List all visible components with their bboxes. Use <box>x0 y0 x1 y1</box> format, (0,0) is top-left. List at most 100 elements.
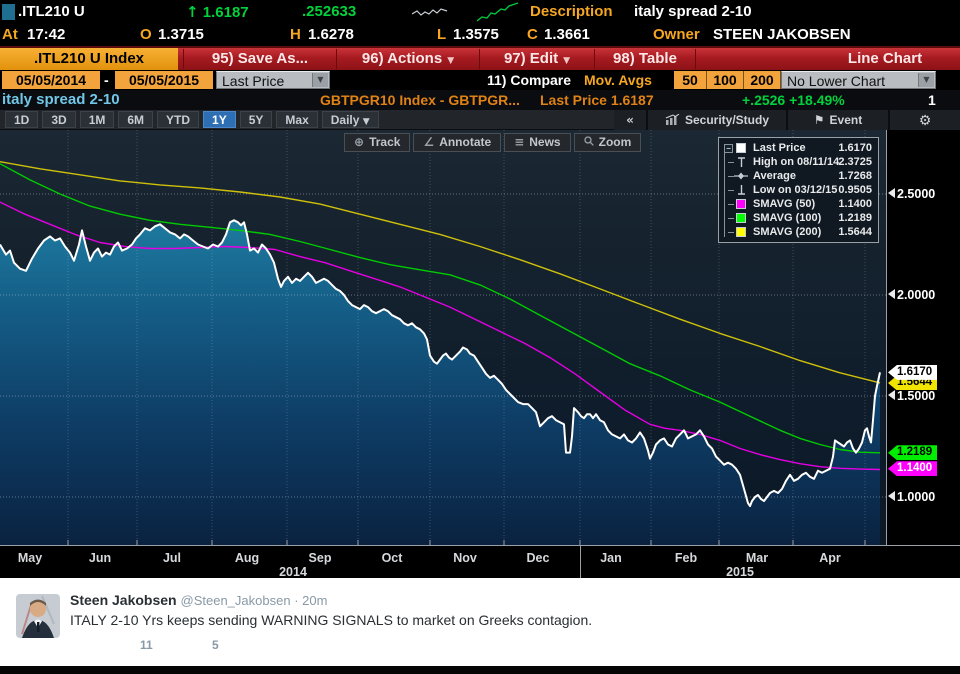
ma-100-button[interactable]: 100 <box>707 71 744 89</box>
collapse-button[interactable]: « <box>614 110 646 130</box>
track-icon: ⊕ <box>354 135 365 149</box>
legend-swatch <box>736 199 746 209</box>
axis-tick-arrow-icon <box>888 188 895 198</box>
y-axis-tick-label: 1.0000 <box>888 489 935 505</box>
dropdown-arrow-icon[interactable]: ▼ <box>918 73 934 87</box>
legend-row-last-price: − Last Price 1.6170 <box>723 141 874 155</box>
edit-menu-item[interactable]: 97) Edit ▼ <box>503 50 571 67</box>
tweet-timestamp: 20m <box>302 593 328 608</box>
close-label: C <box>527 26 538 43</box>
close-value: 1.3661 <box>544 26 590 43</box>
open-label: O <box>140 26 152 43</box>
security-study-button[interactable]: Security/Study <box>648 110 786 130</box>
date-to-field[interactable]: 05/05/2015 <box>115 71 213 89</box>
x-axis-month-label: Nov <box>453 551 477 565</box>
price-field-select[interactable]: Last Price ▼ <box>216 71 330 89</box>
x-axis-month-label: Jun <box>88 551 112 565</box>
range-tab-6m[interactable]: 6M <box>118 111 154 128</box>
high-value: 1.6278 <box>308 26 354 43</box>
chart-area: ⊕ Track ∠ Annotate ≡ News Zoom 2.5000 2.0000 1.5… <box>0 130 960 545</box>
zoom-button[interactable]: Zoom <box>573 133 642 152</box>
low-value: 1.3575 <box>453 26 499 43</box>
collapse-tree-icon[interactable]: − <box>724 144 733 153</box>
page-number: 1 <box>928 92 936 108</box>
x-axis-year-label: 2014 <box>279 565 307 579</box>
price-axis: 2.5000 2.0000 1.5000 1.0000 1.6170 1.5644 1.21… <box>886 130 960 545</box>
up-arrow-icon: ↑ <box>186 3 199 21</box>
actions-menu-item[interactable]: 96) Actions ▼ <box>361 50 455 67</box>
legend-swatch <box>736 227 746 237</box>
track-button[interactable]: ⊕ Track <box>344 133 411 152</box>
range-tab-1d[interactable]: 1D <box>5 111 39 128</box>
year-divider-line <box>580 546 581 578</box>
date-from-field[interactable]: 05/05/2014 <box>2 71 100 89</box>
flag-icon: ⚑ <box>813 113 825 127</box>
description-value: italy spread 2-10 <box>634 3 752 20</box>
tweet-handle[interactable]: @Steen_Jakobsen · 20m <box>180 593 328 608</box>
owner-label: Owner <box>653 26 700 43</box>
ma-50-button[interactable]: 50 <box>674 71 707 89</box>
net-change-value: .252633 <box>302 3 357 20</box>
x-axis-month-label: Jul <box>162 551 182 565</box>
table-menu-item[interactable]: 98) Table <box>613 50 677 67</box>
range-tab-5y[interactable]: 5Y <box>239 111 273 128</box>
range-tab-1y[interactable]: 1Y <box>203 111 236 128</box>
settings-button[interactable]: ⚙ <box>890 110 960 130</box>
avatar[interactable] <box>16 594 60 638</box>
bottom-bar <box>0 666 960 674</box>
high-marker-icon <box>738 157 745 167</box>
period-select[interactable]: Daily ▼ <box>321 111 379 128</box>
date-separator: - <box>104 72 109 88</box>
caret-down-icon: ▼ <box>362 117 370 127</box>
high-label: H <box>290 26 301 43</box>
dropdown-arrow-icon[interactable]: ▼ <box>312 73 328 87</box>
lower-chart-select[interactable]: No Lower Chart ▼ <box>781 71 936 89</box>
owner-value: STEEN JAKOBSEN <box>713 26 851 43</box>
ma-200-button[interactable]: 200 <box>744 71 781 89</box>
x-axis-month-label: Sep <box>308 551 332 565</box>
price-badge-1.2189: 1.2189 <box>888 445 938 461</box>
axis-tick-arrow-icon <box>888 491 895 501</box>
low-label: L <box>437 26 447 43</box>
y-axis-tick-label: 1.5000 <box>888 388 935 404</box>
annotate-button[interactable]: ∠ Annotate <box>413 133 502 152</box>
menu-bar: .ITL210 U Index 95) Save As... 96) Actio… <box>0 46 960 70</box>
save-as-menu-item[interactable]: 95) Save As... <box>211 50 309 67</box>
chart-legend[interactable]: − Last Price 1.6170 High on 08/11/14 2.3725 A… <box>718 137 879 243</box>
legend-row-high-on-08-11-14: High on 08/11/14 2.3725 <box>723 155 874 169</box>
legend-row-smavg-200-: SMAVG (200) 1.5644 <box>723 225 874 239</box>
range-tab-max[interactable]: Max <box>276 111 318 128</box>
security-tab[interactable]: .ITL210 U Index <box>0 48 178 70</box>
x-axis-month-label: Feb <box>674 551 698 565</box>
header-row-1: .ITL210 U ↑ 1.6187 .252633 Description i… <box>0 0 960 24</box>
legend-swatch <box>736 143 746 153</box>
chart-title: italy spread 2-10 <box>2 91 120 108</box>
event-button[interactable]: ⚑ Event <box>788 110 888 130</box>
range-tab-3d[interactable]: 3D <box>42 111 76 128</box>
compare-label[interactable]: 11) Compare <box>487 72 572 88</box>
security-study-icon <box>665 113 680 125</box>
x-axis-month-label: Apr <box>819 551 841 565</box>
caret-down-icon: ▼ <box>563 56 571 66</box>
range-tab-1m[interactable]: 1M <box>79 111 115 128</box>
tweet-card: Steen Jakobsen @Steen_Jakobsen · 20m ITA… <box>0 578 960 666</box>
tweet-text: ITALY 2-10 Yrs keeps sending WARNING SIG… <box>70 612 593 628</box>
change-info: +.2526 +18.49% <box>742 92 845 108</box>
legend-row-low-on-03-12-15: Low on 03/12/15 0.9505 <box>723 183 874 197</box>
legend-tree-line <box>724 148 725 237</box>
news-button[interactable]: ≡ News <box>504 133 571 152</box>
series-info: GBTPGR10 Index - GBTPGR... <box>320 92 520 108</box>
series-smavg-100- <box>0 163 881 454</box>
x-axis-month-label: Oct <box>381 551 403 565</box>
y-axis-tick-label: 2.0000 <box>888 287 935 303</box>
at-label: At <box>2 26 18 43</box>
legend-row-smavg-100-: SMAVG (100) 1.2189 <box>723 211 874 225</box>
price-area-fill <box>0 220 880 545</box>
range-tab-ytd[interactable]: YTD <box>157 111 200 128</box>
last-price-value: ↑ 1.6187 <box>186 3 249 21</box>
price-badge-1.6170: 1.6170 <box>888 364 938 380</box>
tweet-author[interactable]: Steen Jakobsen @Steen_Jakobsen · 20m <box>70 592 328 608</box>
time-axis: May Jun Jul Aug Sep Oct Nov Dec Jan Feb Mar Apr 2014… <box>0 545 960 579</box>
mov-avgs-label[interactable]: Mov. Avgs <box>584 72 652 88</box>
x-axis-month-label: Jan <box>600 551 622 565</box>
